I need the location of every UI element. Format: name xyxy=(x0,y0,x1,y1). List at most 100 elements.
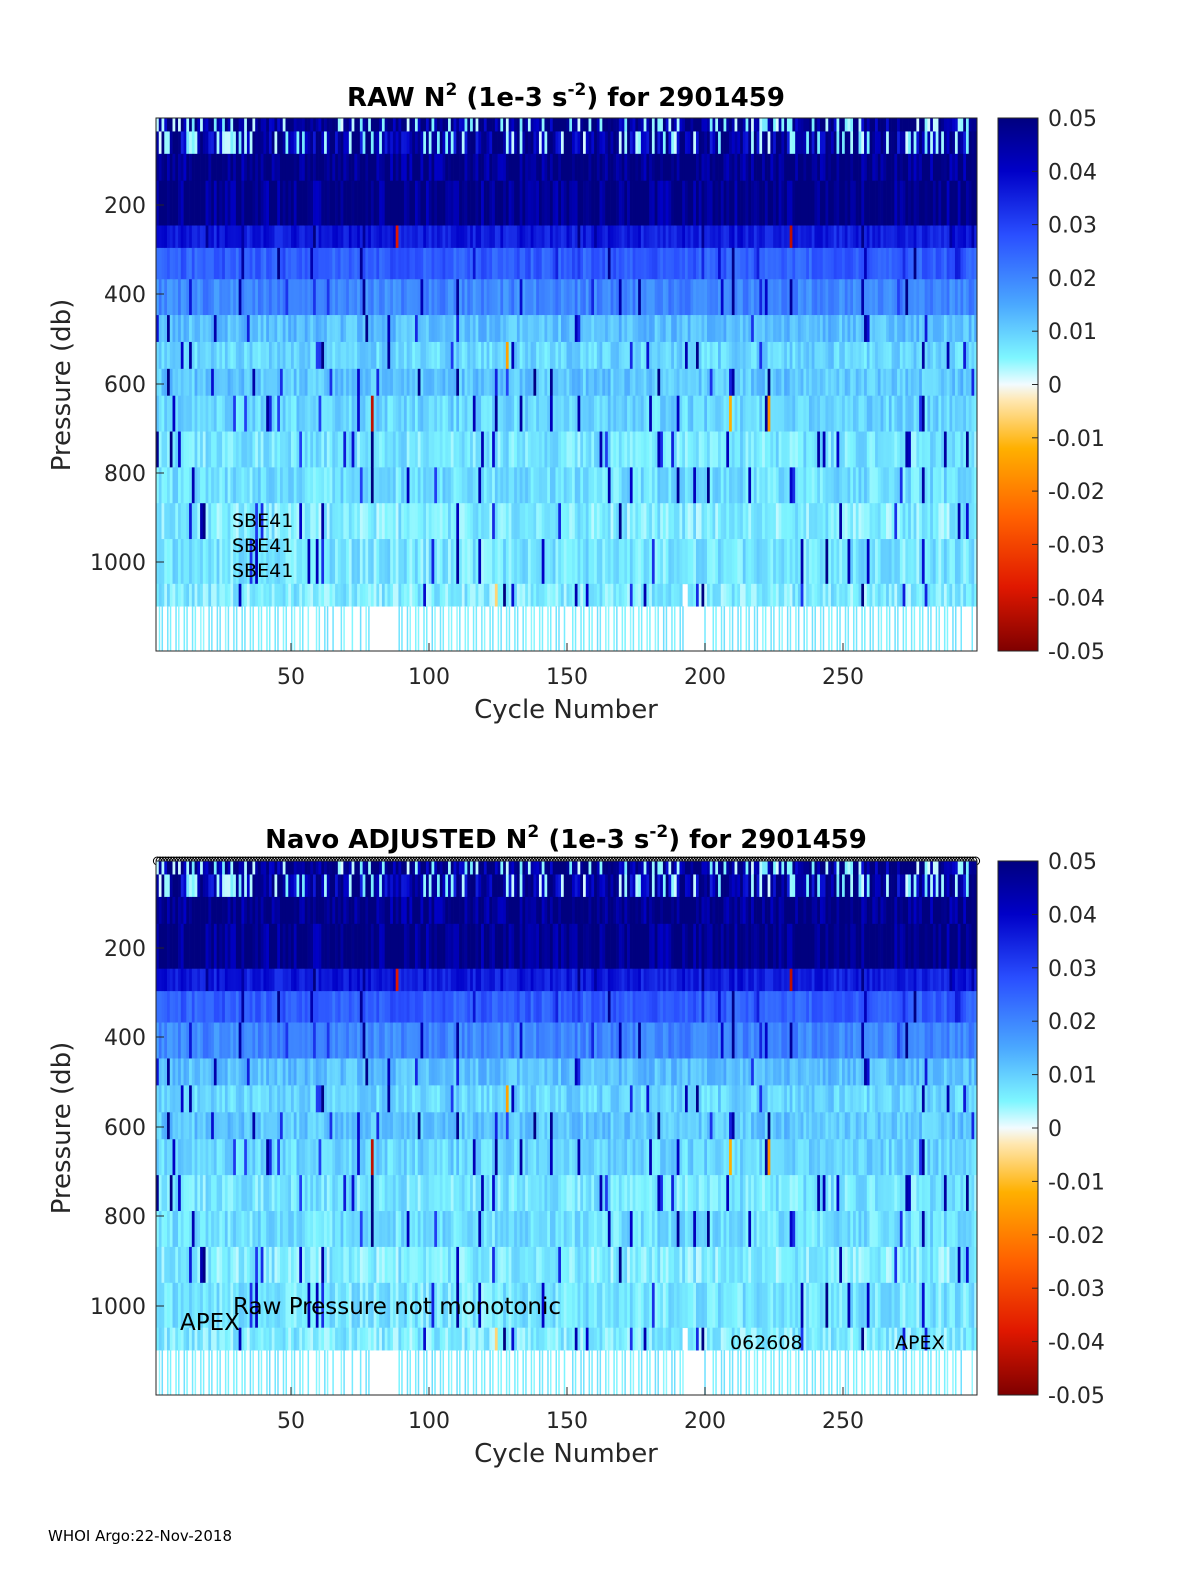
heatmap-cell xyxy=(952,539,956,585)
heatmap-cell xyxy=(599,503,603,540)
heatmap-cell xyxy=(800,153,804,182)
heatmap-cell xyxy=(726,583,730,607)
heatmap-cell xyxy=(412,431,416,468)
heatmap-cell xyxy=(235,131,240,155)
heatmap-cell xyxy=(770,153,774,182)
heatmap-cell xyxy=(954,153,959,182)
heatmap-cell xyxy=(613,225,617,249)
heatmap-cell xyxy=(560,395,565,432)
heatmap-cell xyxy=(326,467,330,504)
heatmap-cell xyxy=(244,247,248,280)
heatmap-cell xyxy=(707,315,711,343)
heatmap-cell xyxy=(778,315,782,343)
heatmap-cell xyxy=(285,279,289,316)
heatmap-cell xyxy=(585,467,589,504)
heatmap-cell xyxy=(255,279,259,316)
heatmap-cell xyxy=(704,279,708,316)
heatmap-cell xyxy=(291,341,295,370)
heatmap-cell xyxy=(935,247,939,280)
heatmap-cell xyxy=(172,118,176,132)
heatmap-cell xyxy=(767,341,771,370)
heatmap-cell xyxy=(390,503,394,540)
heatmap-cell xyxy=(784,131,788,155)
heatmap-cell xyxy=(943,606,946,651)
heatmap-cell xyxy=(205,180,209,226)
heatmap-cell xyxy=(607,315,611,343)
heatmap-cell xyxy=(324,583,328,607)
heatmap-cell xyxy=(748,583,752,607)
heatmap-cell xyxy=(806,247,810,280)
heatmap-cell xyxy=(673,606,676,651)
heatmap-cell xyxy=(304,131,308,155)
heatmap-cell xyxy=(723,279,727,316)
heatmap-cell xyxy=(329,368,333,397)
heatmap-cell xyxy=(497,431,501,468)
heatmap-cell xyxy=(775,467,779,504)
heatmap-cell xyxy=(583,341,587,370)
heatmap-cell xyxy=(877,180,881,226)
heatmap-cell xyxy=(268,315,273,343)
heatmap-cell xyxy=(379,368,383,397)
heatmap-cell xyxy=(963,503,967,540)
heatmap-cell xyxy=(343,247,347,280)
heatmap-cell xyxy=(241,395,245,432)
heatmap-cell xyxy=(698,118,702,132)
heatmap-cell xyxy=(351,431,355,468)
heatmap-cell xyxy=(806,341,810,370)
heatmap-cell xyxy=(742,279,746,316)
heatmap-cell xyxy=(894,247,898,280)
heatmap-cell xyxy=(927,431,931,468)
heatmap-cell xyxy=(635,153,639,182)
heatmap-cell xyxy=(803,341,807,370)
heatmap-cell xyxy=(935,279,939,316)
heatmap-cell xyxy=(808,395,813,432)
heatmap-cell xyxy=(279,503,284,540)
heatmap-cell xyxy=(459,247,463,280)
heatmap-cell xyxy=(872,583,876,607)
heatmap-cell xyxy=(891,395,895,432)
heatmap-cell xyxy=(720,131,724,155)
heatmap-cell xyxy=(866,368,870,397)
heatmap-cell xyxy=(191,467,195,504)
heatmap-cell xyxy=(453,395,457,432)
colorbar-tick-label: 0.01 xyxy=(1048,320,1097,345)
heatmap-cell xyxy=(279,180,284,226)
heatmap-cell xyxy=(671,341,675,370)
heatmap-cell xyxy=(806,225,810,249)
heatmap-cell xyxy=(894,225,898,249)
heatmap-cell xyxy=(646,153,650,182)
heatmap-cell xyxy=(481,341,485,370)
heatmap-cell xyxy=(651,503,656,540)
heatmap-cell xyxy=(965,368,970,397)
heatmap-cell xyxy=(872,279,876,316)
heatmap-cell xyxy=(489,583,493,607)
heatmap-cell xyxy=(825,395,829,432)
heatmap-cell xyxy=(902,583,906,607)
heatmap-cell xyxy=(321,539,325,585)
heatmap-cell xyxy=(428,279,432,316)
heatmap-cell xyxy=(662,431,667,468)
heatmap-cell xyxy=(227,118,231,132)
heatmap-cell xyxy=(522,539,526,585)
heatmap-cell xyxy=(307,118,311,132)
heatmap-cell xyxy=(864,247,868,280)
heatmap-cell xyxy=(357,431,361,468)
heatmap-cell xyxy=(684,131,689,155)
heatmap-cell xyxy=(651,131,656,155)
heatmap-cell xyxy=(646,467,650,504)
heatmap-cell xyxy=(335,395,339,432)
heatmap-cell xyxy=(197,131,201,155)
heatmap-cell xyxy=(803,503,807,540)
heatmap-cell xyxy=(880,247,884,280)
heatmap-cell xyxy=(450,153,454,182)
heatmap-cell xyxy=(481,153,485,182)
heatmap-cell xyxy=(414,341,419,370)
heatmap-cell xyxy=(541,539,545,585)
heatmap-cell xyxy=(425,431,430,468)
heatmap-cell xyxy=(866,247,870,280)
heatmap-cell xyxy=(475,247,479,280)
heatmap-cell xyxy=(583,131,587,155)
heatmap-cell xyxy=(839,247,843,280)
heatmap-cell xyxy=(318,395,322,432)
heatmap-cell xyxy=(971,180,975,226)
